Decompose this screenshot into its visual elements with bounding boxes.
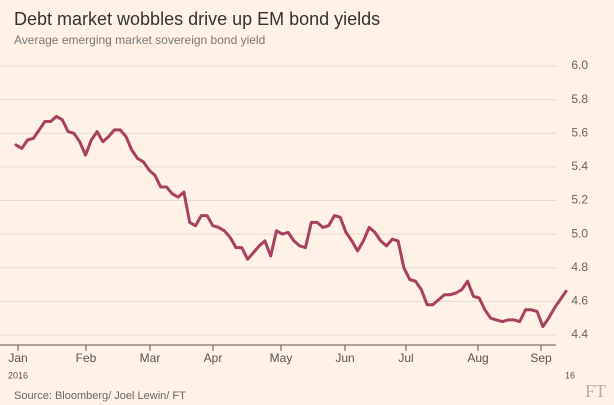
x-tick-label: Apr — [204, 351, 223, 365]
x-tick-label: Jun — [335, 351, 354, 365]
chart-subtitle: Average emerging market sovereign bond y… — [14, 33, 265, 47]
x-tick-label: Jan — [8, 351, 27, 365]
y-tick-label: 5.8 — [571, 92, 588, 106]
x-tick-label: Mar — [140, 351, 161, 365]
year-label: 2016 — [8, 370, 28, 380]
logo: FT — [585, 381, 606, 401]
y-tick-label: 5.4 — [571, 159, 588, 173]
y-tick-label: 5.6 — [571, 125, 588, 139]
x-tick-label: Feb — [76, 351, 97, 365]
source: Source: Bloomberg/ Joel Lewin/ FT — [14, 390, 186, 402]
x-tick-label: Aug — [467, 351, 488, 365]
y-tick-label: 4.6 — [571, 294, 588, 308]
y-tick-label: 4.8 — [571, 260, 588, 274]
chart-title: Debt market wobbles drive up EM bond yie… — [14, 9, 380, 29]
x-tick-label: Jul — [398, 351, 413, 365]
x-tick-label: Sep — [530, 351, 552, 365]
y-tick-label: 5.0 — [571, 226, 588, 240]
y-tick-label: 5.2 — [571, 193, 588, 207]
y-tick-label: 6.0 — [571, 58, 588, 72]
year-label: 16 — [565, 370, 575, 380]
y-tick-label: 4.4 — [571, 327, 588, 341]
line — [14, 114, 568, 329]
x-tick-label: May — [270, 351, 293, 365]
